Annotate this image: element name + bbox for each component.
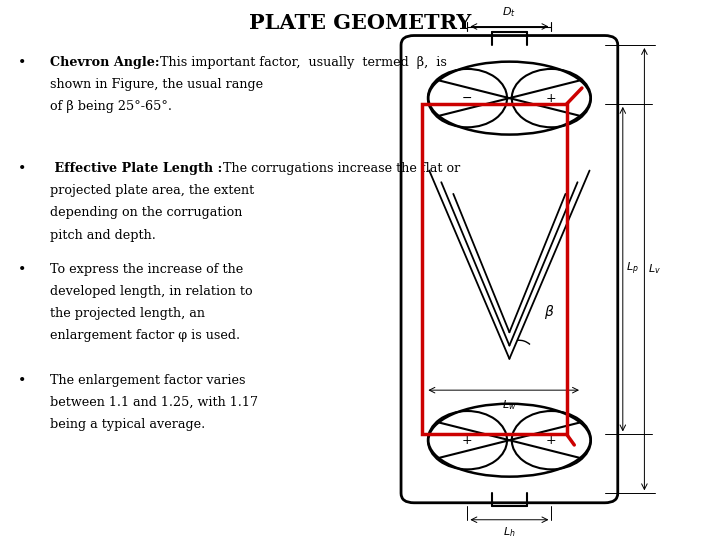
Bar (422, 104, 567, 434)
Text: pitch and depth.: pitch and depth. (50, 228, 156, 241)
Text: shown in Figure, the usual range: shown in Figure, the usual range (50, 78, 264, 91)
FancyBboxPatch shape (401, 36, 618, 503)
Circle shape (428, 69, 507, 127)
Text: of β being 25°-65°.: of β being 25°-65°. (50, 100, 172, 113)
Text: Chevron Angle:: Chevron Angle: (50, 56, 160, 69)
Text: •: • (18, 162, 27, 176)
Text: The corrugations increase the flat or: The corrugations increase the flat or (222, 162, 460, 175)
Text: $L_v$: $L_v$ (648, 262, 661, 276)
Text: $L_w$: $L_w$ (502, 398, 517, 412)
Text: PLATE GEOMETRY: PLATE GEOMETRY (249, 14, 471, 33)
Text: $L_p$: $L_p$ (626, 261, 639, 278)
Text: between 1.1 and 1.25, with 1.17: between 1.1 and 1.25, with 1.17 (50, 396, 258, 409)
Text: +: + (546, 92, 557, 105)
Text: •: • (18, 56, 27, 70)
Text: the projected length, an: the projected length, an (50, 307, 205, 320)
Text: •: • (18, 374, 27, 388)
Text: The enlargement factor varies: The enlargement factor varies (50, 374, 246, 387)
Circle shape (428, 411, 507, 469)
Text: enlargement factor φ is used.: enlargement factor φ is used. (50, 329, 240, 342)
Circle shape (512, 69, 591, 127)
Text: +: + (546, 434, 557, 447)
Text: projected plate area, the extent: projected plate area, the extent (50, 184, 255, 197)
Text: Effective Plate Length :: Effective Plate Length : (50, 162, 222, 175)
Text: developed length, in relation to: developed length, in relation to (50, 285, 253, 298)
Text: To express the increase of the: To express the increase of the (50, 262, 243, 275)
Text: depending on the corrugation: depending on the corrugation (50, 206, 243, 219)
Circle shape (512, 411, 591, 469)
Text: This important factor,  usually  termed  β,  is: This important factor, usually termed β,… (160, 56, 447, 69)
Text: −: − (462, 92, 472, 105)
Text: •: • (18, 262, 27, 276)
Text: $\beta$: $\beta$ (544, 303, 554, 321)
Text: being a typical average.: being a typical average. (50, 418, 206, 431)
Text: $D_t$: $D_t$ (503, 5, 516, 18)
Text: +: + (462, 434, 473, 447)
Text: $L_h$: $L_h$ (503, 525, 516, 539)
